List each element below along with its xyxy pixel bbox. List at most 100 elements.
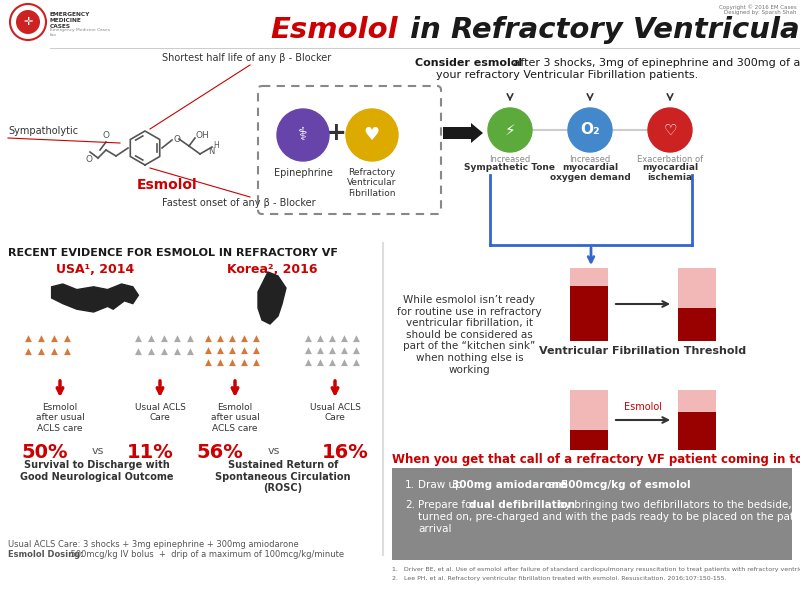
Text: ▲: ▲: [241, 346, 247, 355]
Text: 1.: 1.: [405, 480, 415, 490]
Circle shape: [16, 10, 40, 34]
Text: Esmolol
after usual
ACLS care: Esmolol after usual ACLS care: [36, 403, 84, 433]
FancyBboxPatch shape: [258, 86, 441, 214]
Text: ▲: ▲: [217, 358, 223, 367]
Text: ⚕: ⚕: [298, 126, 308, 144]
Text: ▲: ▲: [317, 334, 323, 343]
Text: Ventricular Fibrillation Threshold: Ventricular Fibrillation Threshold: [539, 346, 746, 356]
Text: vs: vs: [92, 446, 104, 456]
Text: by bringing two defibrillators to the bedside,: by bringing two defibrillators to the be…: [555, 500, 792, 510]
Bar: [678, 412, 716, 450]
Text: Shortest half life of any β - Blocker: Shortest half life of any β - Blocker: [162, 53, 331, 63]
Circle shape: [346, 109, 398, 161]
Text: Increased: Increased: [490, 155, 530, 164]
Text: 16%: 16%: [322, 443, 368, 462]
Text: 300mg amiodarone: 300mg amiodarone: [452, 480, 566, 490]
Text: ▲: ▲: [25, 334, 31, 343]
Text: ▲: ▲: [217, 334, 223, 343]
Text: your refractory Ventricular Fibrillation patients.: your refractory Ventricular Fibrillation…: [415, 70, 698, 80]
Text: H: H: [213, 142, 218, 151]
Text: 56%: 56%: [197, 443, 243, 462]
Text: arrival: arrival: [418, 524, 451, 534]
Text: ▲: ▲: [205, 346, 211, 355]
Text: 2.   Lee PH, et al. Refractory ventricular fibrillation treated with esmolol. Re: 2. Lee PH, et al. Refractory ventricular…: [392, 576, 726, 581]
Text: Usual ACLS
Care: Usual ACLS Care: [134, 403, 186, 422]
Text: +: +: [326, 121, 346, 145]
Text: ✛: ✛: [23, 17, 33, 27]
Text: Esmolol: Esmolol: [270, 16, 398, 44]
Text: ▲: ▲: [253, 334, 259, 343]
Text: Sympatholytic: Sympatholytic: [8, 126, 78, 136]
Circle shape: [10, 4, 46, 40]
Text: ▲: ▲: [63, 334, 70, 343]
Bar: [678, 390, 716, 412]
Text: USA¹, 2014: USA¹, 2014: [56, 263, 134, 276]
Text: Esmolol
after usual
ACLS care: Esmolol after usual ACLS care: [210, 403, 259, 433]
Text: ▲: ▲: [25, 346, 31, 355]
Text: Prepare for: Prepare for: [418, 500, 479, 510]
Text: When you get that call of a refractory VF patient coming in to your ED:: When you get that call of a refractory V…: [392, 453, 800, 466]
Text: Emergency Medicine Cases
foo: Emergency Medicine Cases foo: [50, 28, 110, 37]
Text: ▲: ▲: [63, 346, 70, 355]
Text: ▲: ▲: [134, 346, 142, 355]
Text: myocardial
ischemia: myocardial ischemia: [642, 163, 698, 182]
Text: N: N: [208, 146, 214, 155]
Text: Esmolol: Esmolol: [137, 178, 198, 192]
Text: ▲: ▲: [147, 346, 154, 355]
Circle shape: [568, 108, 612, 152]
Bar: [570, 390, 608, 430]
Text: ▲: ▲: [341, 334, 347, 343]
Text: ▲: ▲: [329, 346, 335, 355]
Text: RECENT EVIDENCE FOR ESMOLOL IN REFRACTORY VF: RECENT EVIDENCE FOR ESMOLOL IN REFRACTOR…: [8, 248, 338, 258]
Text: ▲: ▲: [229, 334, 235, 343]
Text: ♡: ♡: [663, 122, 677, 137]
Text: Epinephrine: Epinephrine: [274, 168, 333, 178]
Text: ▲: ▲: [241, 358, 247, 367]
Bar: [570, 430, 608, 450]
Text: Exacerbation of: Exacerbation of: [637, 155, 703, 164]
Text: ▲: ▲: [174, 346, 181, 355]
Text: Copyright © 2016 EM Cases
Designed by: Sparsh Shah: Copyright © 2016 EM Cases Designed by: S…: [719, 4, 797, 16]
Text: ▲: ▲: [353, 346, 359, 355]
Text: Sympathetic Tone: Sympathetic Tone: [465, 163, 555, 172]
Text: Draw up: Draw up: [418, 480, 465, 490]
Text: ▲: ▲: [229, 346, 235, 355]
Text: O: O: [86, 155, 93, 164]
Text: Increased: Increased: [570, 155, 610, 164]
Text: ▲: ▲: [205, 358, 211, 367]
Text: ▲: ▲: [134, 334, 142, 343]
Text: Fastest onset of any β - Blocker: Fastest onset of any β - Blocker: [162, 198, 316, 208]
Polygon shape: [258, 272, 286, 324]
Text: turned on, pre-charged and with the pads ready to be placed on the patient on: turned on, pre-charged and with the pads…: [418, 512, 800, 522]
Text: O: O: [173, 134, 180, 143]
Text: Refractory
Ventricular
Fibrillation: Refractory Ventricular Fibrillation: [347, 168, 397, 198]
Text: Consider esmolol: Consider esmolol: [415, 58, 522, 68]
Text: ▲: ▲: [217, 346, 223, 355]
Text: ▲: ▲: [305, 334, 311, 343]
Text: Esmolol Dosing:: Esmolol Dosing:: [8, 550, 83, 559]
Text: 2.: 2.: [405, 500, 415, 510]
Circle shape: [277, 109, 329, 161]
Text: ▲: ▲: [353, 334, 359, 343]
Text: after 3 shocks, 3mg of epinephrine and 300mg of amiodarone in: after 3 shocks, 3mg of epinephrine and 3…: [510, 58, 800, 68]
Text: ▲: ▲: [205, 334, 211, 343]
Text: Sustained Return of
Spontaneous Circulation
(ROSC): Sustained Return of Spontaneous Circulat…: [215, 460, 350, 493]
Text: ▲: ▲: [38, 346, 45, 355]
Text: Korea², 2016: Korea², 2016: [226, 263, 318, 276]
Text: Esmolol: Esmolol: [624, 402, 662, 412]
Text: ▲: ▲: [329, 334, 335, 343]
Text: ▲: ▲: [305, 346, 311, 355]
Text: ▲: ▲: [253, 358, 259, 367]
Text: ▲: ▲: [241, 334, 247, 343]
Bar: [570, 286, 608, 341]
Text: ▲: ▲: [253, 346, 259, 355]
Bar: [678, 268, 716, 308]
Text: O₂: O₂: [580, 122, 600, 137]
Text: 50%: 50%: [22, 443, 68, 462]
Text: ▲: ▲: [161, 334, 167, 343]
Text: ▲: ▲: [147, 334, 154, 343]
Text: Usual ACLS
Care: Usual ACLS Care: [310, 403, 361, 422]
Text: 1.   Driver BE, et al. Use of esmolol after failure of standard cardiopulmonary : 1. Driver BE, et al. Use of esmolol afte…: [392, 567, 800, 572]
Text: ♥︎: ♥︎: [364, 126, 380, 144]
Text: 500mcg/kg of esmolol: 500mcg/kg of esmolol: [561, 480, 690, 490]
